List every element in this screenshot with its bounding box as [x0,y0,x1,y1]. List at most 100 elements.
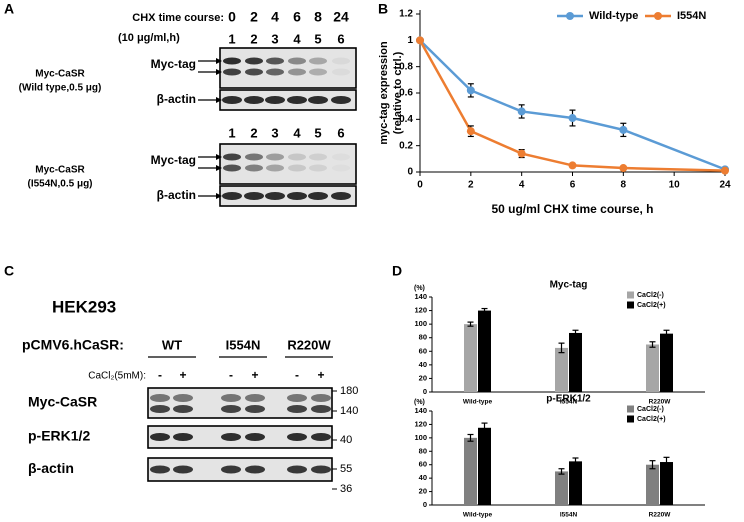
chart-title: Myc-tag [550,280,588,291]
panel-label: D [392,263,402,279]
x-tick-label: 8 [621,180,627,191]
condition-label: (Wild type,0.5 μg) [19,83,102,94]
bar [569,332,582,392]
y-tick-label: 20 [419,487,427,496]
legend-label: CaCl2(+) [637,416,666,423]
blot-band [287,192,307,200]
blot-band [245,153,263,161]
arrow-head [216,97,222,103]
condition-label: (I554N,0.5 μg) [27,179,92,190]
blot-band [150,465,170,474]
blot-band [150,394,170,402]
treatment: + [179,368,186,382]
lane-number: 5 [314,125,321,140]
time-course-label: CHX time course: [132,12,224,24]
panel-label: C [4,263,14,279]
bar [555,471,568,505]
bar [464,324,477,392]
blot-band [245,57,263,65]
band-label: Myc-tag [151,153,196,167]
x-tick-label: I554N [560,399,578,406]
x-tick-label: 24 [719,180,731,191]
lane-number: 2 [250,125,257,140]
legend-label: CaCl2(-) [637,292,664,299]
y-tick-label: 120 [414,306,427,315]
blot-band [245,164,263,172]
blot-band [223,68,241,76]
y-tick-label: 80 [419,446,427,455]
y-tick-label: 0.4 [399,114,413,125]
y-tick-label: 0 [423,387,427,396]
band-label: Myc-tag [151,57,196,71]
blot-band [244,96,264,104]
legend-swatch [627,301,634,309]
data-point [517,107,526,116]
blot-band [331,192,351,200]
lane-number: 6 [337,125,344,140]
lane-number: 3 [271,125,278,140]
blot-band [287,465,307,474]
blot-band [265,96,285,104]
arrow-head [216,165,222,171]
y-tick-label: 120 [414,419,427,428]
blot-band [265,192,285,200]
blot-band [221,394,241,402]
data-point [568,114,577,123]
bar [464,437,477,505]
group-label: I554N [226,337,261,352]
blot-band [311,465,331,474]
blot-band [332,68,350,76]
blot-band [245,405,265,413]
y-tick-label: 100 [414,433,427,442]
legend-swatch [627,291,634,299]
legend-label: I554N [677,10,706,22]
y-tick-label: 0 [423,500,427,509]
treatment: + [251,368,258,382]
blot-band [287,433,307,441]
bar [660,333,673,392]
blot-band [222,96,242,104]
band-label: p-ERK1/2 [28,428,90,444]
y-tick-label: 80 [419,333,427,342]
legend-marker [566,12,574,20]
size-marker: 140 [340,405,358,417]
size-marker: 180 [340,385,358,397]
y-tick-label: 0.2 [399,140,413,151]
construct-label: Myc-CaSR [35,165,85,176]
blot-band [244,192,264,200]
treatment-label: CaCl₂(5mM): [88,371,146,382]
data-point [721,166,729,175]
blot-band [288,68,306,76]
x-tick-label: R220W [649,399,672,406]
blot-band [288,153,306,161]
blot-band [266,57,284,65]
lane-number: 6 [337,31,344,46]
arrow-head [216,193,222,199]
blot-band [287,96,307,104]
y-tick-label: 60 [419,460,427,469]
bar [478,427,491,505]
y-tick-label: 100 [414,319,427,328]
time-label: 8 [314,9,322,25]
x-tick-label: Wild-type [463,512,493,519]
blot-band [245,68,263,76]
legend-label: CaCl2(-) [637,406,664,413]
band-label: β-actin [28,460,74,476]
blot-band [222,192,242,200]
x-tick-label: Wild-type [463,399,493,406]
blot-band [223,57,241,65]
x-tick-label: I554N [560,512,578,519]
y-tick-label: 40 [419,473,427,482]
blot-band [309,153,327,161]
blot-frame [219,143,357,185]
y-tick-label: 60 [419,346,427,355]
y-tick-label: 20 [419,373,427,382]
blot-band [332,154,350,161]
blot-band [245,394,265,402]
data-point [619,164,628,173]
size-marker: 55 [340,463,352,475]
legend-swatch [627,415,634,423]
y-tick-label: 0.8 [399,61,413,72]
size-marker: 40 [340,434,352,446]
blot-frame [219,47,357,89]
